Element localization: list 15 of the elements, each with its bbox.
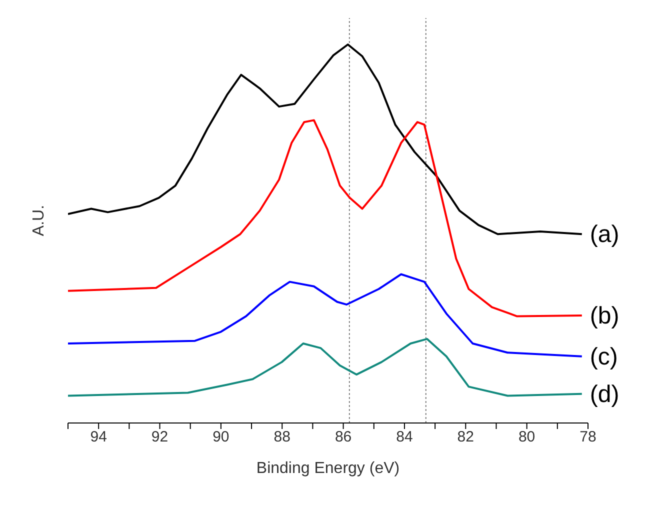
series-label: (b)	[590, 302, 620, 330]
x-tick-label: 84	[396, 428, 413, 446]
series-label: (d)	[590, 380, 620, 408]
x-tick-label: 86	[334, 428, 352, 446]
x-tick-label: 82	[457, 428, 474, 446]
x-tick-label: 78	[580, 428, 596, 446]
series-label: (a)	[590, 221, 620, 248]
x-tick-label: 88	[274, 428, 290, 446]
x-tick-label: 80	[518, 428, 536, 446]
x-tick-label: 94	[90, 428, 107, 446]
series-label: (c)	[590, 343, 618, 370]
x-tick-label: 92	[151, 428, 168, 446]
x-tick-label: 90	[212, 428, 230, 446]
x-axis-title: Binding Energy (eV)	[256, 460, 400, 477]
y-axis-title: A.U.	[30, 204, 48, 236]
